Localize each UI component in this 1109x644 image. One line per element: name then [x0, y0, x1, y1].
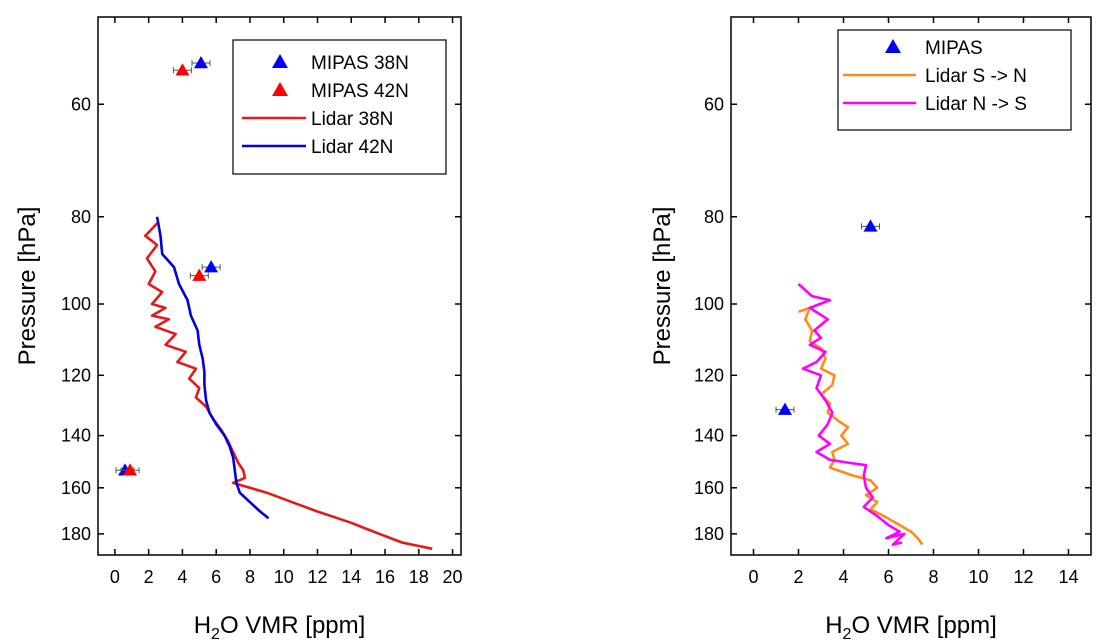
- legend-label: Lidar 38N: [311, 109, 393, 130]
- x-tick-label: 4: [838, 567, 848, 587]
- x-tick-label: 10: [274, 567, 294, 587]
- y-axis-label: Pressure [hPa]: [14, 207, 41, 366]
- x-axis-label: H2O VMR [ppm]: [194, 612, 366, 643]
- chart-panel-2: 0 2 4 6 8 10 12 14 60 80 100 120 140 160 180 Pressure […: [649, 16, 1092, 643]
- legend-marker: [272, 82, 288, 96]
- data-point-mipas: [778, 402, 792, 415]
- legend-box: [232, 39, 447, 175]
- legend-label: Lidar S -> N: [925, 66, 1027, 87]
- y-tick-label: 60: [71, 94, 91, 114]
- x-tick-label: 8: [245, 567, 255, 587]
- x-axis-label: H2O VMR [ppm]: [825, 612, 997, 643]
- y-tick-label: 100: [61, 294, 91, 314]
- x-tick-label: 4: [177, 567, 187, 587]
- legend-box: [837, 29, 1072, 131]
- data-point-mipas: [863, 219, 878, 232]
- series-line-lidar-n-s: [797, 283, 906, 546]
- y-tick-label: 120: [61, 365, 91, 385]
- legend-marker: [885, 39, 901, 53]
- x-tick-label: 14: [341, 567, 361, 587]
- x-tick-label: 2: [793, 567, 803, 587]
- x-tick-label: 10: [968, 567, 988, 587]
- legend-label: Lidar 42N: [311, 137, 393, 158]
- legend: MIPAS Lidar S -> N Lidar N -> S: [837, 29, 1072, 131]
- x-tick-label: 6: [883, 567, 893, 587]
- legend-label: MIPAS: [925, 38, 983, 59]
- legend-label: MIPAS 42N: [311, 81, 409, 102]
- legend: MIPAS 38N MIPAS 42N Lidar 38N Lidar 42N: [232, 39, 447, 175]
- plot-frame: [730, 16, 1092, 556]
- y-tick-label: 100: [694, 294, 724, 314]
- y-tick-label: 80: [704, 207, 724, 227]
- series-line-lidar-42n: [155, 216, 270, 520]
- x-tick-label: 20: [443, 567, 463, 587]
- data-point-mipas-38n: [193, 56, 208, 69]
- data-point-mipas-42n: [123, 463, 138, 476]
- y-tick-label: 140: [61, 426, 91, 446]
- y-tick-label: 160: [61, 478, 91, 498]
- y-axis-label: Pressure [hPa]: [649, 207, 676, 366]
- y-tick-label: 160: [694, 478, 724, 498]
- y-tick-label: 180: [694, 524, 724, 544]
- series-line-lidar-s-n: [798, 306, 924, 546]
- x-tick-label: 18: [409, 567, 429, 587]
- x-tick-label: 8: [928, 567, 938, 587]
- data-point-mipas-38n: [204, 260, 219, 273]
- y-tick-label: 60: [704, 94, 724, 114]
- y-tick-label: 80: [71, 207, 91, 227]
- x-tick-label: 12: [1013, 567, 1033, 587]
- x-tick-label: 16: [375, 567, 395, 587]
- data-point-mipas-42n: [192, 268, 207, 281]
- legend-label: MIPAS 38N: [311, 53, 409, 74]
- x-tick-label: 12: [307, 567, 327, 587]
- y-tick-label: 180: [61, 524, 91, 544]
- legend-label: Lidar N -> S: [925, 94, 1027, 115]
- x-tick-label: 2: [144, 567, 154, 587]
- series-line-lidar-38n: [144, 220, 433, 551]
- legend-marker: [272, 54, 288, 68]
- chart-panel-1: 0 2 4 6 8 10 12 14 16 18 20 60 80 100 120 140 160 180 Pres…: [14, 16, 463, 643]
- y-tick-label: 120: [694, 365, 724, 385]
- x-tick-label: 6: [211, 567, 221, 587]
- data-point-mipas-42n: [175, 63, 190, 76]
- x-tick-label: 14: [1058, 567, 1078, 587]
- x-tick-label: 0: [110, 567, 120, 587]
- y-tick-label: 140: [694, 426, 724, 446]
- x-tick-label: 0: [748, 567, 758, 587]
- plot-frame: [97, 16, 462, 556]
